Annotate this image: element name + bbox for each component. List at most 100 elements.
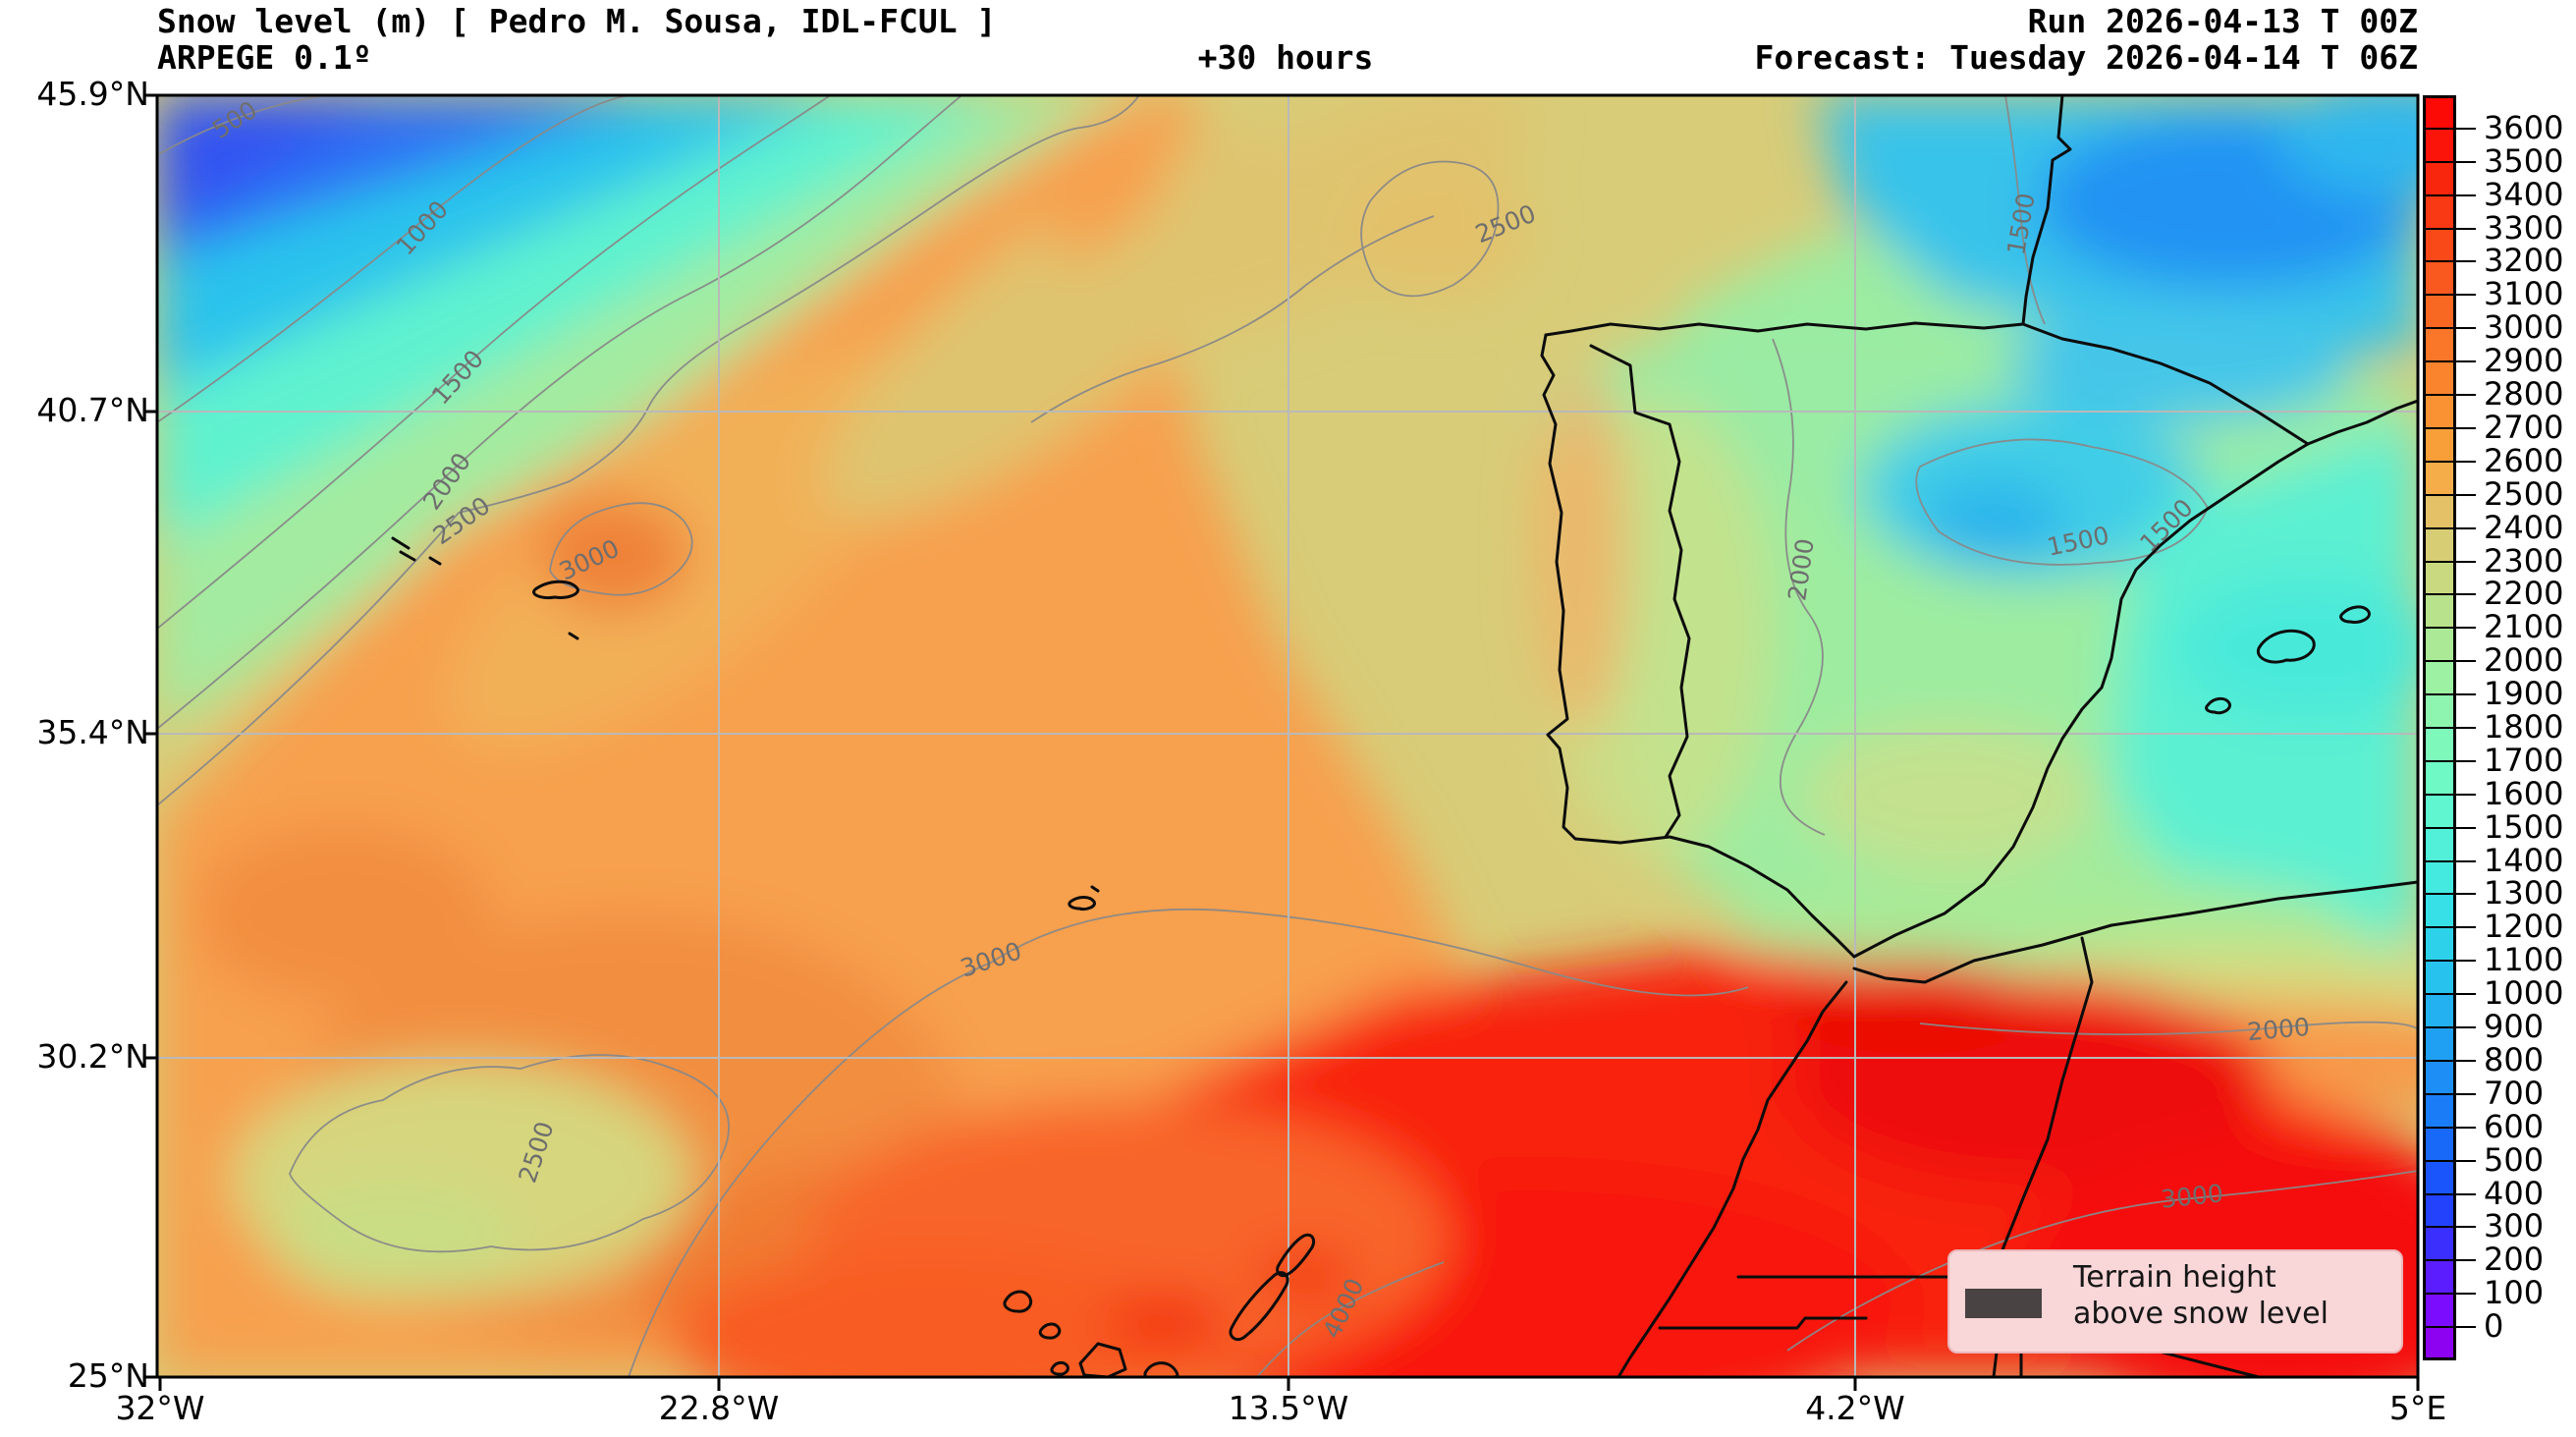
colorbar-segment <box>2423 1093 2456 1128</box>
colorbar-segment <box>2423 427 2456 462</box>
colorbar-tick-label: 300 <box>2484 1207 2545 1245</box>
colorbar-tick <box>2423 1059 2476 1062</box>
colorbar-tick <box>2423 1126 2476 1129</box>
colorbar-tick <box>2423 627 2476 630</box>
colorbar-segment <box>2423 661 2456 695</box>
colorbar-tick-label: 1400 <box>2484 841 2564 879</box>
colorbar-segment <box>2423 1227 2456 1261</box>
colorbar-tick-label: 2100 <box>2484 608 2564 646</box>
colorbar-tick-label: 2800 <box>2484 375 2564 414</box>
colorbar-segment <box>2423 261 2456 296</box>
colorbar-segment <box>2423 295 2456 329</box>
colorbar-tick-label: 0 <box>2484 1307 2504 1346</box>
contour-lines <box>157 95 2418 1377</box>
colorbar-tick-label: 2700 <box>2484 409 2564 447</box>
colorbar-tick <box>2423 260 2476 263</box>
gridlines <box>157 95 2418 1377</box>
colorbar-tick <box>2423 793 2476 796</box>
colorbar-segment <box>2423 395 2456 428</box>
colorbar-tick <box>2423 526 2476 529</box>
colorbar-segment <box>2423 561 2456 595</box>
colorbar-segment <box>2423 128 2456 162</box>
colorbar-tick-label: 900 <box>2484 1008 2545 1046</box>
x-tick-label: 22.8°W <box>658 1389 780 1427</box>
colorbar-segment <box>2423 161 2456 195</box>
colorbar-tick <box>2423 1092 2476 1095</box>
colorbar-segment <box>2423 1026 2456 1061</box>
colorbar-tick <box>2423 160 2476 163</box>
colorbar-tick-label: 3500 <box>2484 142 2564 181</box>
colorbar-segment <box>2423 760 2456 795</box>
x-tick-label: 5°E <box>2388 1389 2447 1427</box>
colorbar-tick-label: 1000 <box>2484 974 2564 1013</box>
colorbar-segment <box>2423 194 2456 229</box>
colorbar-segment <box>2423 927 2456 962</box>
colorbar-tick-label: 600 <box>2484 1107 2545 1145</box>
colorbar-tick-label: 1600 <box>2484 775 2564 813</box>
colorbar-segment <box>2423 1260 2456 1295</box>
colorbar-tick <box>2423 1293 2476 1296</box>
colorbar-tick <box>2423 193 2476 196</box>
legend: Terrain height above snow level <box>1947 1249 2403 1354</box>
colorbar-tick <box>2423 127 2476 130</box>
colorbar-tick-label: 1100 <box>2484 941 2564 979</box>
colorbar-segment <box>2423 461 2456 495</box>
colorbar-segment <box>2423 694 2456 728</box>
colorbar-segment <box>2423 1193 2456 1228</box>
colorbar-tick <box>2423 693 2476 696</box>
colorbar-tick <box>2423 327 2476 330</box>
colorbar-segment <box>2423 1294 2456 1327</box>
colorbar-tick <box>2423 426 2476 429</box>
colorbar-tick-label: 1900 <box>2484 675 2564 713</box>
colorbar-tick-label: 2200 <box>2484 575 2564 613</box>
colorbar-segment <box>2423 594 2456 629</box>
colorbar-tick <box>2423 1259 2476 1262</box>
colorbar-segment <box>2423 1127 2456 1161</box>
colorbar-tick-label: 2000 <box>2484 641 2564 680</box>
y-tick-label: 35.4°N <box>36 712 149 751</box>
colorbar-segment <box>2423 527 2456 562</box>
forecast-label: Forecast: Tuesday 2026-04-14 T 06Z <box>1754 38 2418 77</box>
colorbar <box>2423 95 2456 1360</box>
colorbar-tick-label: 800 <box>2484 1041 2545 1079</box>
colorbar-tick-label: 2500 <box>2484 474 2564 513</box>
y-tick-label: 30.2°N <box>36 1036 149 1076</box>
colorbar-tick-label: 200 <box>2484 1241 2545 1279</box>
colorbar-segment <box>2423 228 2456 262</box>
colorbar-tick <box>2423 493 2476 496</box>
lead-time-label: +30 hours <box>1197 38 1374 77</box>
contour-value-label: 2000 <box>2246 1012 2311 1047</box>
colorbar-segment <box>2423 494 2456 528</box>
colorbar-tick <box>2423 727 2476 729</box>
colorbar-tick <box>2423 960 2476 963</box>
colorbar-segment <box>2423 628 2456 662</box>
colorbar-tick <box>2423 660 2476 663</box>
legend-text: Terrain height above snow level <box>2073 1259 2329 1332</box>
colorbar-tick-label: 400 <box>2484 1174 2545 1212</box>
colorbar-tick <box>2423 926 2476 929</box>
colorbar-segment <box>2423 894 2456 928</box>
terrain-swatch <box>1965 1289 2042 1318</box>
run-label: Run 2026-04-13 T 00Z <box>2027 2 2418 40</box>
colorbar-tick-label: 1800 <box>2484 708 2564 746</box>
colorbar-tick <box>2423 560 2476 563</box>
colorbar-tick-label: 100 <box>2484 1274 2545 1312</box>
colorbar-tick-label: 2300 <box>2484 541 2564 580</box>
x-tick-label: 13.5°W <box>1228 1389 1349 1427</box>
colorbar-tick <box>2423 227 2476 230</box>
colorbar-segment <box>2423 361 2456 396</box>
colorbar-tick <box>2423 1159 2476 1162</box>
colorbar-tick-label: 1200 <box>2484 908 2564 946</box>
colorbar-tick-label: 1300 <box>2484 874 2564 912</box>
colorbar-segment <box>2423 727 2456 761</box>
colorbar-tick <box>2423 1226 2476 1229</box>
colorbar-tick <box>2423 394 2476 397</box>
colorbar-tick <box>2423 993 2476 996</box>
colorbar-tick <box>2423 759 2476 762</box>
y-tick-label: 45.9°N <box>36 74 149 113</box>
axis-ticks <box>143 93 2420 1391</box>
y-tick-label: 25°N <box>67 1355 149 1395</box>
colorbar-tick-label: 3000 <box>2484 308 2564 347</box>
colorbar-segment <box>2423 961 2456 995</box>
